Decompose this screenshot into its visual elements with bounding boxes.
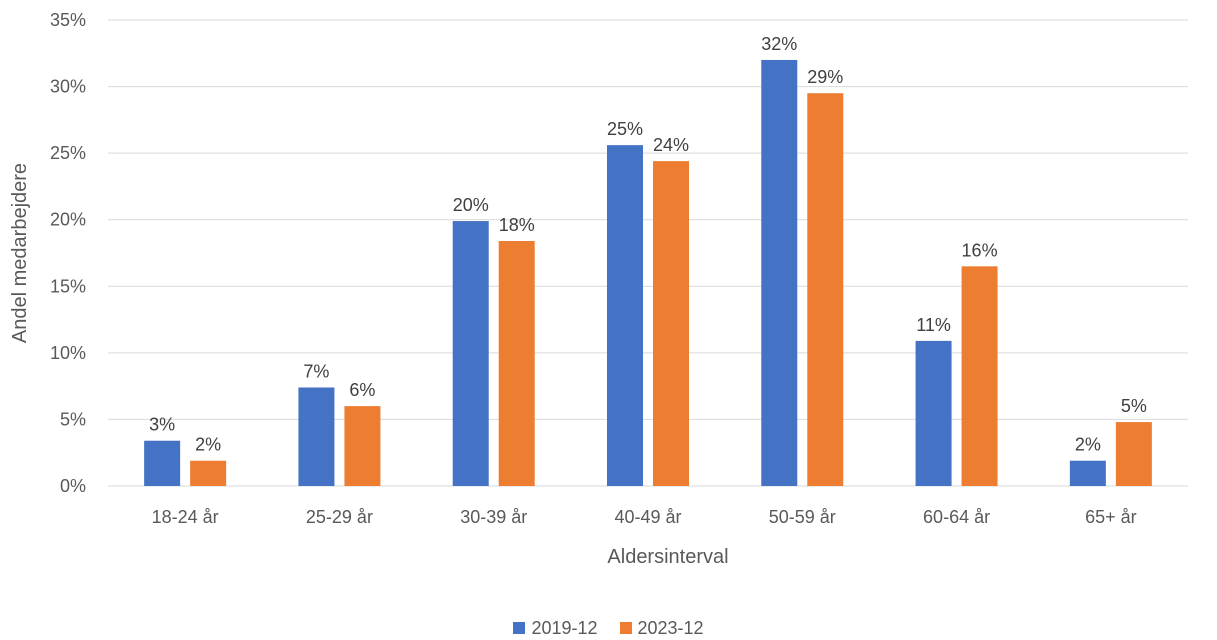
data-label: 20% bbox=[453, 195, 489, 215]
bar-series-2 bbox=[344, 406, 381, 486]
legend-item-series-1: 2019-12 bbox=[513, 617, 598, 639]
y-tick-label: 35% bbox=[50, 10, 86, 30]
bar-series-2 bbox=[807, 93, 844, 486]
data-label: 3% bbox=[149, 415, 175, 435]
x-tick-label: 65+ år bbox=[1085, 507, 1137, 527]
x-tick-label: 25-29 år bbox=[306, 507, 373, 527]
data-label: 2% bbox=[195, 435, 221, 455]
data-label: 25% bbox=[607, 119, 643, 139]
data-label: 7% bbox=[303, 361, 329, 381]
legend-swatch-series-1 bbox=[513, 622, 526, 634]
x-tick-label: 50-59 år bbox=[769, 507, 836, 527]
bar-series-1 bbox=[298, 387, 335, 486]
legend-label-series-1: 2019-12 bbox=[531, 617, 598, 638]
gridlines bbox=[108, 19, 1188, 487]
y-tick-label: 20% bbox=[50, 210, 86, 230]
x-tick-labels: 18-24 år 25-29 år 30-39 år 40-49 år 50-59 år… bbox=[152, 507, 1137, 527]
y-tick-label: 25% bbox=[50, 143, 86, 163]
bar-series-1 bbox=[1069, 460, 1106, 486]
x-tick-label: 18-24 år bbox=[152, 507, 219, 527]
data-label: 32% bbox=[761, 34, 797, 54]
data-label: 29% bbox=[807, 67, 843, 87]
x-tick-label: 40-49 år bbox=[614, 507, 681, 527]
bar-series-2 bbox=[190, 460, 227, 486]
bar-series-1 bbox=[452, 221, 489, 486]
legend-label-series-2: 2023-12 bbox=[637, 617, 704, 638]
legend-item-series-2: 2023-12 bbox=[619, 617, 704, 639]
y-axis-title: Andel medarbejdere bbox=[9, 163, 31, 343]
bars bbox=[144, 59, 1152, 487]
legend-swatch-series-2 bbox=[619, 622, 632, 634]
y-tick-label: 30% bbox=[50, 77, 86, 97]
y-tick-label: 5% bbox=[60, 409, 86, 429]
bar-series-1 bbox=[761, 59, 798, 486]
y-tick-label: 10% bbox=[50, 343, 86, 363]
y-tick-label: 0% bbox=[60, 476, 86, 496]
data-label: 2% bbox=[1075, 435, 1101, 455]
bar-series-2 bbox=[961, 266, 998, 486]
bar-chart: 0% 5% 10% 15% 20% 25% 30% 35% 3% 2% 7% 6% 20% 18% 25%… bbox=[9, 10, 1188, 568]
legend: 2019-12 2023-12 bbox=[0, 616, 1217, 640]
x-tick-label: 30-39 år bbox=[460, 507, 527, 527]
x-axis-title: Aldersinterval bbox=[607, 546, 728, 568]
data-label: 5% bbox=[1121, 396, 1147, 416]
data-label: 11% bbox=[916, 315, 951, 335]
bar-series-1 bbox=[915, 340, 952, 486]
bar-series-2 bbox=[653, 161, 689, 487]
y-tick-labels: 0% 5% 10% 15% 20% 25% 30% 35% bbox=[50, 10, 86, 496]
data-label: 6% bbox=[349, 380, 375, 400]
data-label: 24% bbox=[653, 135, 689, 155]
bar-series-1 bbox=[144, 440, 181, 486]
bar-series-2 bbox=[498, 241, 535, 486]
data-label: 16% bbox=[962, 240, 998, 260]
data-labels: 3% 2% 7% 6% 20% 18% 25% 24% 32% 29% 11% 16% 2% 5% bbox=[149, 34, 1147, 455]
bar-series-1 bbox=[607, 145, 643, 486]
x-tick-label: 60-64 år bbox=[923, 507, 990, 527]
bar-series-2 bbox=[1115, 422, 1152, 486]
data-label: 18% bbox=[499, 215, 535, 235]
y-tick-label: 15% bbox=[50, 276, 86, 296]
